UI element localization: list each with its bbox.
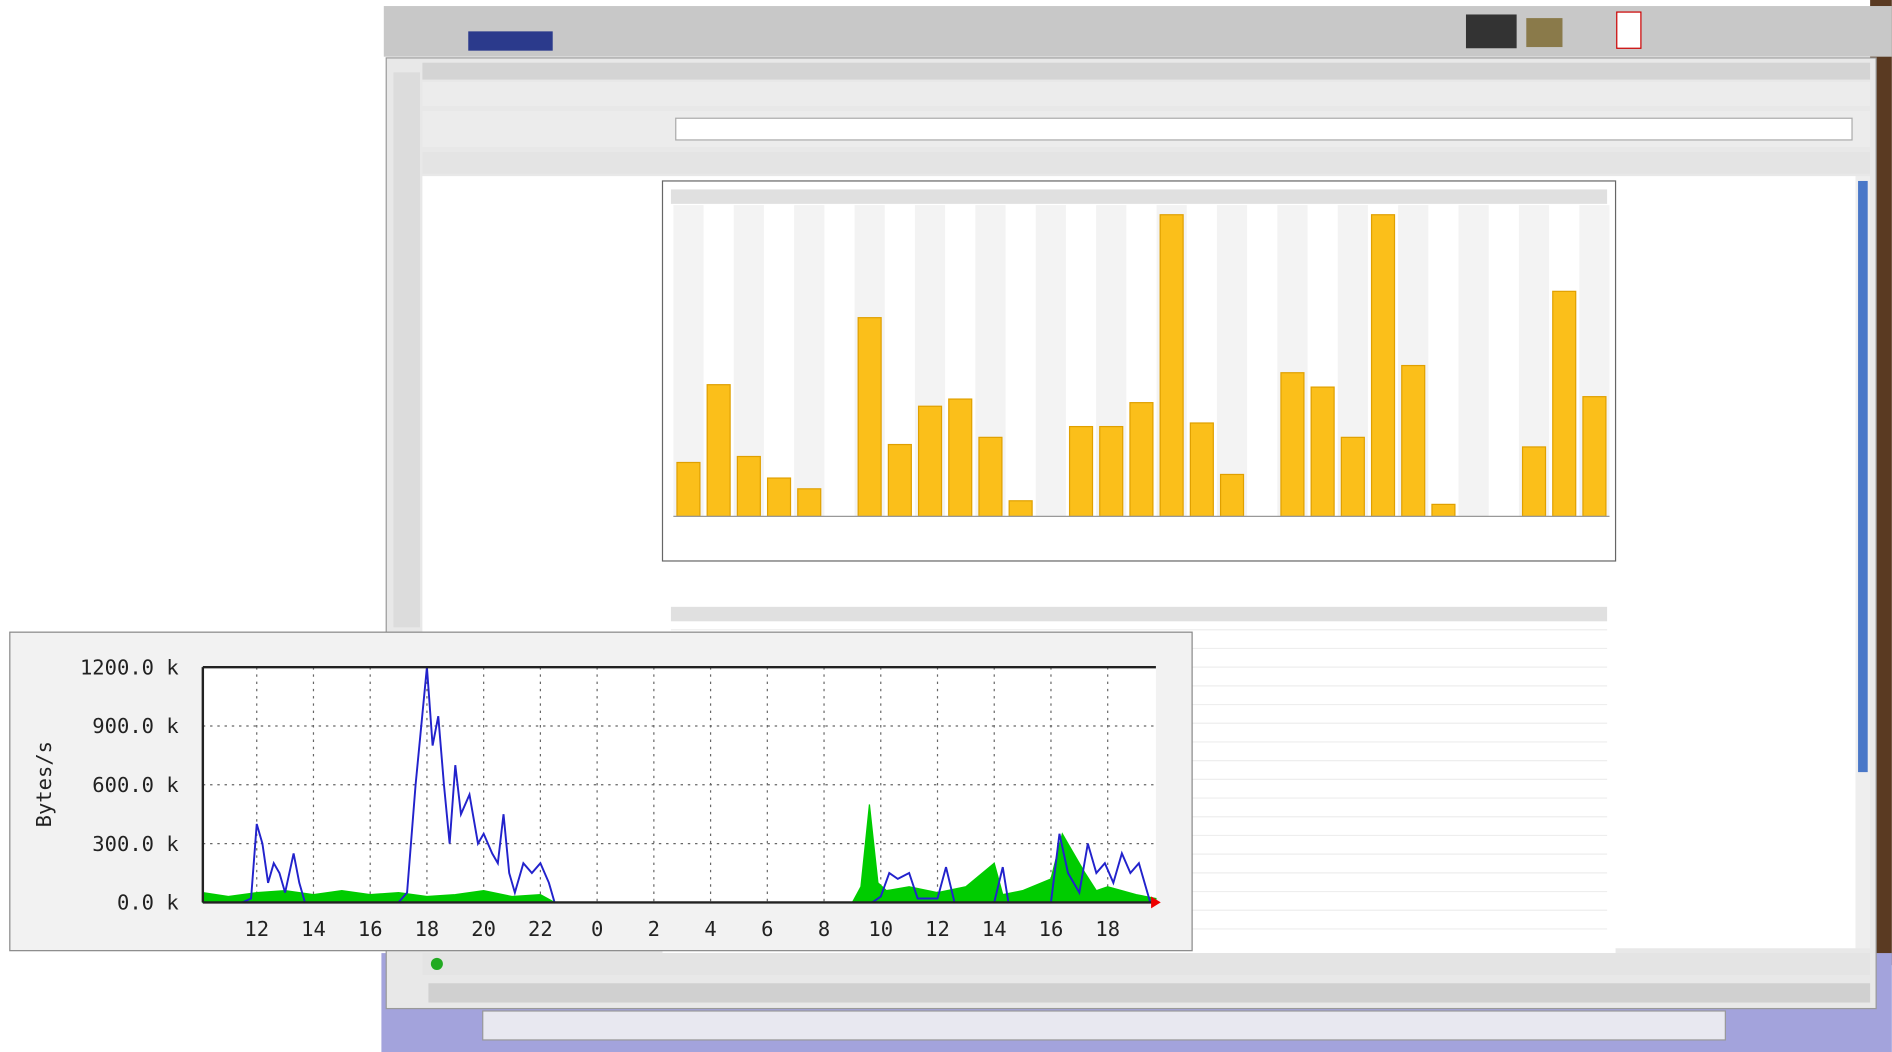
x-tick-label: 8 — [818, 917, 830, 941]
bar-chart-header — [671, 189, 1607, 203]
bar — [737, 457, 760, 517]
sidebar — [393, 72, 420, 627]
bar — [768, 478, 791, 516]
status-bar — [428, 983, 1870, 1002]
x-tick-label: 0 — [591, 917, 603, 941]
menu-bar[interactable] — [422, 82, 1870, 106]
bar — [1523, 447, 1546, 516]
bar — [1341, 437, 1364, 516]
y-axis-label: Bytes/s — [32, 741, 56, 827]
bar — [1221, 474, 1244, 516]
x-tick-label: 10 — [868, 917, 893, 941]
address-bar[interactable] — [676, 118, 1852, 140]
bar — [858, 318, 881, 517]
column-band — [1459, 205, 1489, 516]
taskbar — [483, 1011, 1726, 1040]
bar — [677, 462, 700, 516]
bar — [888, 445, 911, 517]
x-tick-label: 22 — [528, 917, 553, 941]
plot-area — [203, 667, 1156, 902]
bar — [1402, 366, 1425, 517]
panel-selected — [468, 31, 552, 50]
x-tick-label: 14 — [982, 917, 1007, 941]
y-tick-label: 900.0 k — [92, 714, 179, 738]
column-band — [1036, 205, 1066, 516]
scroll-thumb[interactable] — [1858, 181, 1868, 772]
bookmarks-bar — [422, 152, 1870, 174]
bar — [1311, 387, 1334, 516]
x-tick-label: 16 — [358, 917, 383, 941]
bar — [1372, 215, 1395, 517]
top-panel — [384, 6, 1892, 57]
bar — [798, 489, 821, 517]
bar — [1190, 423, 1213, 516]
x-tick-label: 20 — [471, 917, 496, 941]
y-tick-label: 600.0 k — [92, 773, 179, 797]
panel-icon — [1617, 12, 1641, 48]
title-bar — [422, 63, 1870, 80]
x-tick-label: 2 — [648, 917, 660, 941]
bar — [1070, 427, 1093, 517]
column-band — [1217, 205, 1247, 516]
tab-bar — [422, 953, 1870, 975]
bar — [1160, 215, 1183, 517]
y-tick-label: 300.0 k — [92, 832, 179, 856]
bar — [1130, 403, 1153, 517]
status-icon — [431, 958, 443, 970]
x-tick-label: 18 — [1095, 917, 1120, 941]
y-tick-label: 0.0 k — [117, 891, 179, 915]
y-tick-label: 1200.0 k — [80, 655, 179, 679]
bar — [1553, 291, 1576, 516]
bar — [1281, 373, 1304, 517]
bar — [1100, 427, 1123, 517]
table-header — [671, 607, 1607, 621]
bar — [949, 399, 972, 516]
x-tick-label: 4 — [704, 917, 716, 941]
column-band — [794, 205, 824, 516]
bar — [1583, 397, 1606, 517]
bar — [1432, 504, 1455, 516]
x-tick-label: 12 — [244, 917, 269, 941]
panel-icon — [1526, 18, 1562, 47]
x-tick-label: 14 — [301, 917, 326, 941]
x-tick-label: 16 — [1039, 917, 1064, 941]
screenshot: Bytes/s 0.0 k 300.0 k 600.0 k 900.0 k 1200.0… — [0, 0, 1892, 1052]
x-tick-label: 6 — [761, 917, 773, 941]
bar — [1009, 501, 1032, 517]
panel-icon — [1466, 14, 1517, 48]
bar — [979, 437, 1002, 516]
bar — [919, 406, 942, 516]
x-tick-label: 12 — [925, 917, 950, 941]
bar — [707, 385, 730, 517]
x-tick-label: 18 — [415, 917, 440, 941]
